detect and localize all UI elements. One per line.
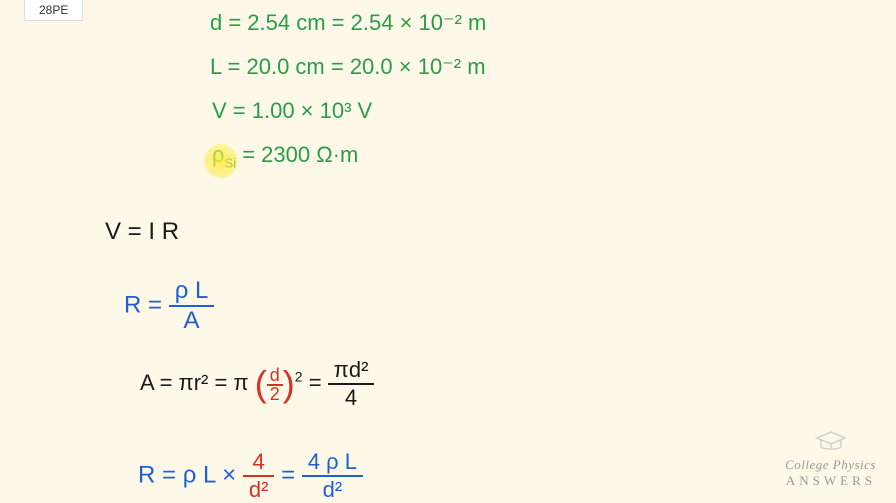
- problem-tab: 28PE: [24, 0, 83, 21]
- given-d: d = 2.54 cm = 2.54 × 10⁻² m: [210, 10, 486, 36]
- given-V: V = 1.00 × 10³ V: [212, 98, 372, 124]
- eq-R2: R = ρ L × 4 d² = 4 ρ L d²: [138, 450, 363, 502]
- graduation-cap-icon: [785, 430, 876, 456]
- given-L: L = 20.0 cm = 20.0 × 10⁻² m: [210, 54, 486, 80]
- watermark-logo: College Physics ANSWERS: [785, 430, 876, 489]
- cursor-highlight: [204, 144, 238, 178]
- eq-R: R = ρ L A: [124, 278, 214, 335]
- eq-ohm: V = I R: [105, 218, 179, 246]
- eq-A: A = πr² = π ( d 2 )2 = πd² 4: [140, 358, 374, 410]
